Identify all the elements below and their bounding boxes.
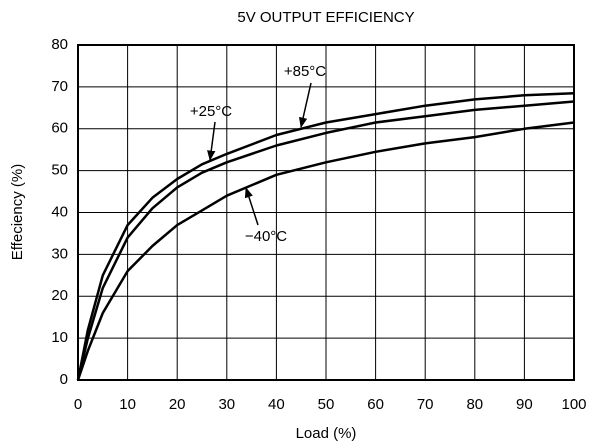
line-series [76,91,575,381]
y-tick-label: 70 [51,78,68,95]
x-tick-label: 100 [561,396,586,413]
x-tick-label: 20 [169,396,186,413]
annotation-arrow [298,82,312,129]
x-tick-label: 50 [318,396,335,413]
x-tick-label: 0 [74,396,82,413]
series-annotation: +85°C [284,63,326,80]
x-tick-label: 90 [516,396,533,413]
x-tick-label: 40 [268,396,285,413]
y-tick-label: 60 [51,120,68,137]
y-tick-label: 80 [51,36,68,53]
y-tick-label: 10 [51,329,68,346]
x-axis-label: Load (%) [296,425,357,442]
x-tick-label: 80 [466,396,483,413]
line-series [76,100,575,381]
y-axis-label: Effeciency (%) [9,164,26,260]
series-annotation: +25°C [190,103,232,120]
annotation-arrow [244,187,259,226]
y-tick-label: 20 [51,287,68,304]
y-tick-label: 40 [51,203,68,220]
plot-frame [77,44,575,381]
x-tick-label: 30 [218,396,235,413]
x-tick-label: 70 [417,396,434,413]
series-annotation: −40°C [245,228,287,245]
y-tick-label: 0 [60,371,68,388]
chart-title: 5V OUTPUT EFFICIENCY [237,9,414,26]
x-tick-label: 10 [119,396,136,413]
y-tick-label: 50 [51,162,68,179]
annotation-arrow [207,121,216,162]
y-tick-label: 30 [51,245,68,262]
x-tick-label: 60 [367,396,384,413]
line-series [76,121,575,381]
